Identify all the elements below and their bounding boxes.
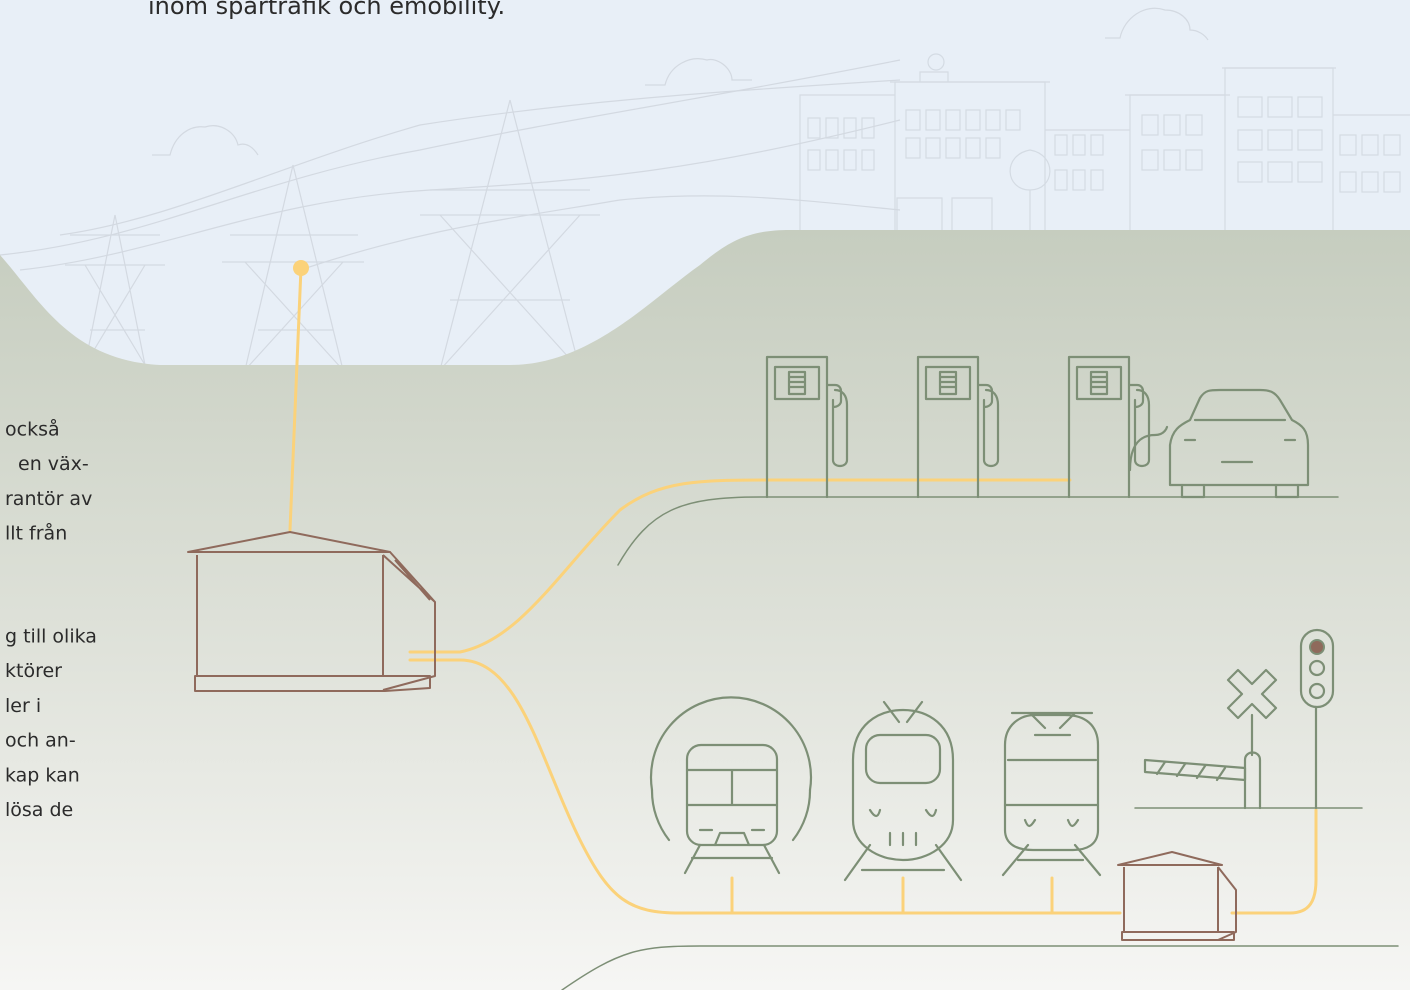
connector <box>293 260 309 276</box>
text-line: g till olika <box>5 626 97 648</box>
signal-light <box>1310 640 1324 654</box>
text-line: ler i <box>5 695 41 717</box>
text-line: och an- <box>5 730 76 752</box>
text-line: rantör av <box>5 488 92 510</box>
text-line: en väx- <box>18 453 89 475</box>
text-line: kap kan <box>5 764 80 786</box>
page: {"header": {"subtitle": "inom spårtrafik… <box>0 0 1410 990</box>
text-line: llt från <box>5 522 67 545</box>
text-line: ktörer <box>5 660 62 682</box>
text-line: också <box>5 418 60 441</box>
subtitle: inom spårtrafik och emobility. <box>148 0 505 20</box>
text-line: lösa de <box>5 799 73 821</box>
illustration: inom spårtrafik och emobility. också en v… <box>0 0 1410 990</box>
